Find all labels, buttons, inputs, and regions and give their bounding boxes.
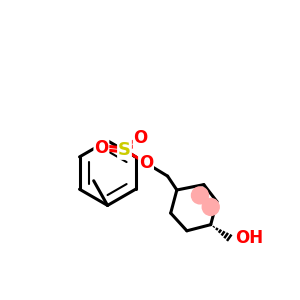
Circle shape — [191, 187, 208, 204]
Circle shape — [202, 199, 219, 215]
Text: O: O — [134, 129, 148, 147]
Text: S: S — [118, 141, 131, 159]
Text: OH: OH — [236, 229, 263, 247]
Text: O: O — [139, 154, 153, 172]
Text: O: O — [94, 139, 109, 157]
